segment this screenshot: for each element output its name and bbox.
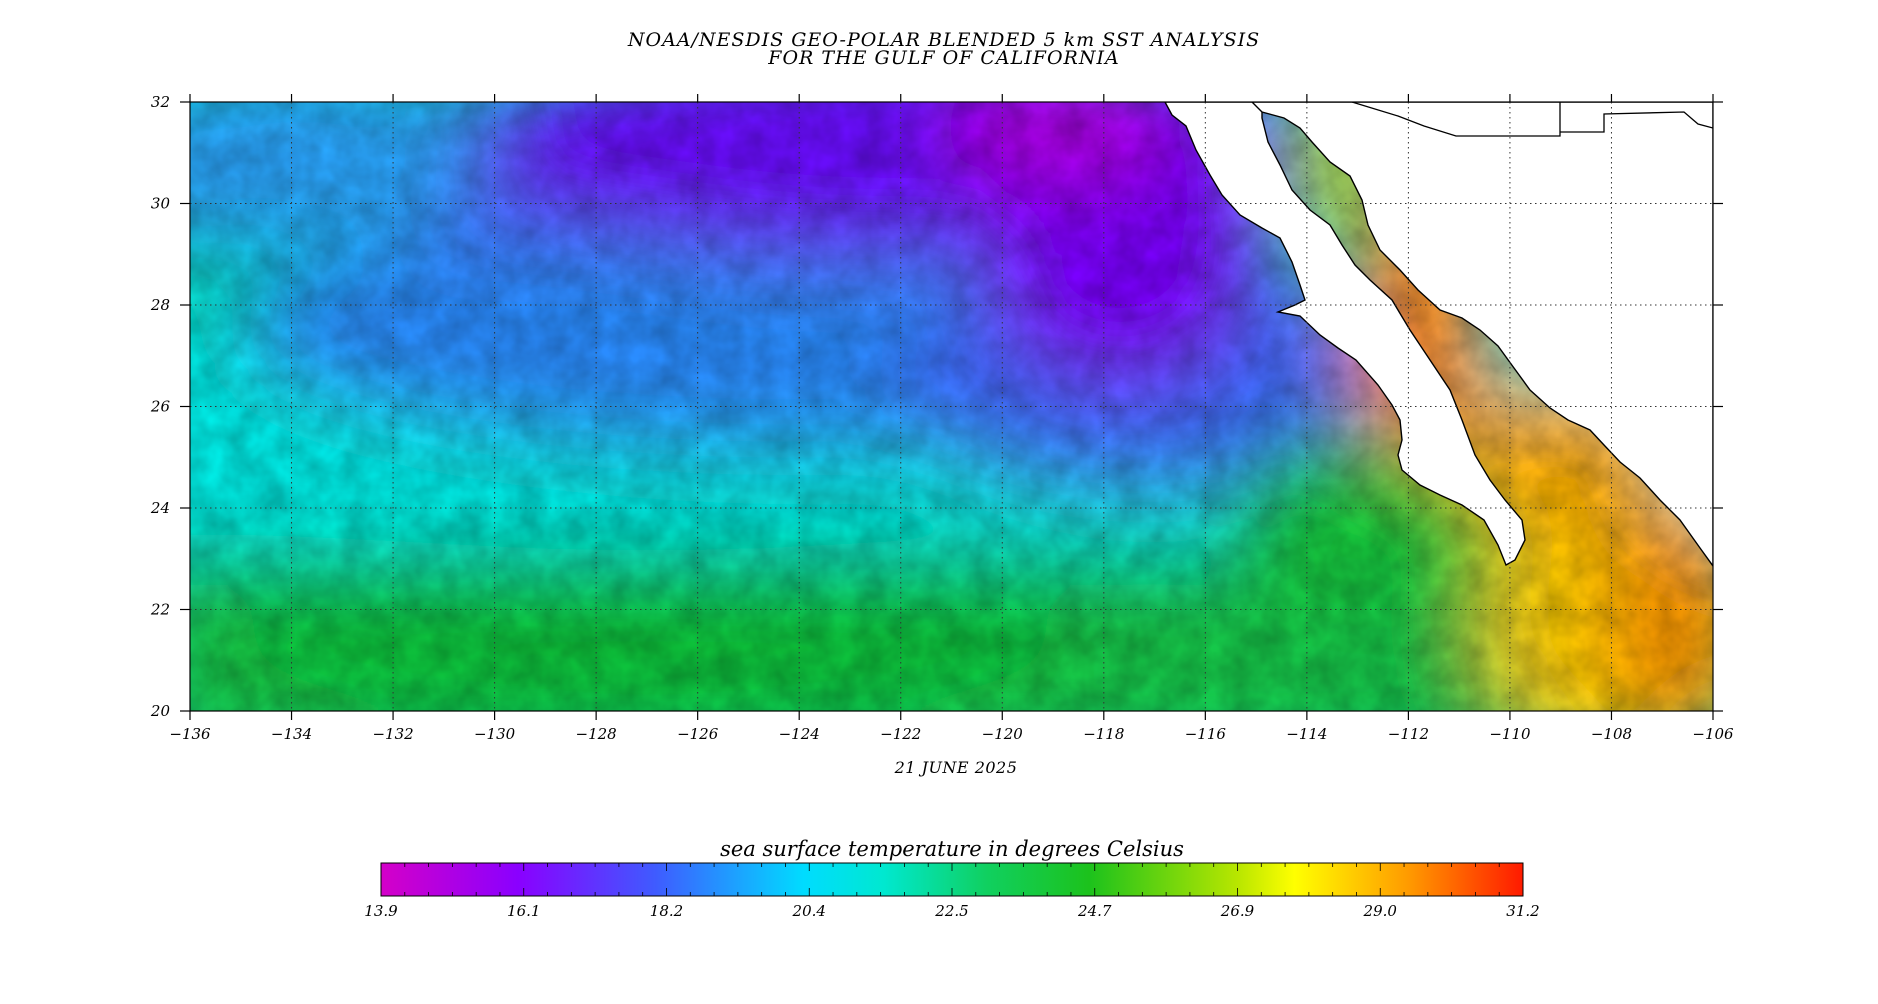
colorbar-tick-label: 22.5 xyxy=(934,902,968,920)
lat-tick-label: 28 xyxy=(150,296,170,314)
lat-tick-label: 24 xyxy=(150,499,170,517)
lon-tick-label: −126 xyxy=(677,725,719,743)
lat-tick-label: 30 xyxy=(151,195,171,213)
lon-tick-label: −128 xyxy=(576,725,617,743)
baja-california-landmass xyxy=(1164,102,1526,566)
colorbar-tick-label: 26.9 xyxy=(1220,902,1255,920)
lon-tick-label: −122 xyxy=(880,725,921,743)
mexico-mainland-landmass xyxy=(1251,102,1713,568)
colorbar-tick-label: 18.2 xyxy=(650,902,683,920)
colorbar-tick-label: 29.0 xyxy=(1363,902,1398,920)
lon-tick-label: −132 xyxy=(372,725,413,743)
map-title-line2: FOR THE GULF OF CALIFORNIA xyxy=(767,47,1119,69)
lon-tick-label: −130 xyxy=(474,725,516,743)
lon-tick-label: −124 xyxy=(779,725,820,743)
lon-tick-label: −116 xyxy=(1185,725,1227,743)
map-ticks: −136 −134 −132 −130 −128 −126 −124 −122 −120 −118… xyxy=(150,93,1734,743)
lon-tick-label: −112 xyxy=(1388,725,1429,743)
lat-tick-label: 20 xyxy=(150,702,171,720)
lat-tick-label: 22 xyxy=(150,601,170,619)
lon-tick-label: −120 xyxy=(982,725,1024,743)
lon-tick-label: −106 xyxy=(1692,725,1734,743)
colorbar-tick-label: 31.2 xyxy=(1506,902,1539,920)
colorbar-title: sea surface temperature in degrees Celsi… xyxy=(720,837,1184,861)
lat-tick-label: 32 xyxy=(151,93,170,111)
sst-map xyxy=(190,102,1713,711)
colorbar-ticks: 13.9 16.1 18.2 20.4 22.5 24.7 26.9 29.0 31.2 xyxy=(364,863,1540,920)
lon-tick-label: −118 xyxy=(1083,725,1124,743)
lon-tick-label: −114 xyxy=(1286,725,1327,743)
colorbar-tick-label: 16.1 xyxy=(507,902,540,920)
lon-tick-label: −108 xyxy=(1591,725,1632,743)
lat-tick-label: 26 xyxy=(150,398,171,416)
lon-tick-label: −110 xyxy=(1489,725,1531,743)
us-mexico-border xyxy=(1351,102,1713,137)
colorbar-tick-label: 13.9 xyxy=(364,902,398,920)
lon-tick-label: −136 xyxy=(169,725,211,743)
lon-tick-label: −134 xyxy=(271,725,312,743)
map-grid xyxy=(190,102,1713,711)
map-date: 21 JUNE 2025 xyxy=(894,758,1018,777)
colorbar-tick-label: 20.4 xyxy=(792,902,826,920)
land-masses xyxy=(1164,102,1713,568)
map-title-line1: NOAA/NESDIS GEO-POLAR BLENDED 5 km SST A… xyxy=(627,29,1260,51)
colorbar-tick-label: 24.7 xyxy=(1077,902,1112,920)
map-frame xyxy=(189,101,1714,712)
